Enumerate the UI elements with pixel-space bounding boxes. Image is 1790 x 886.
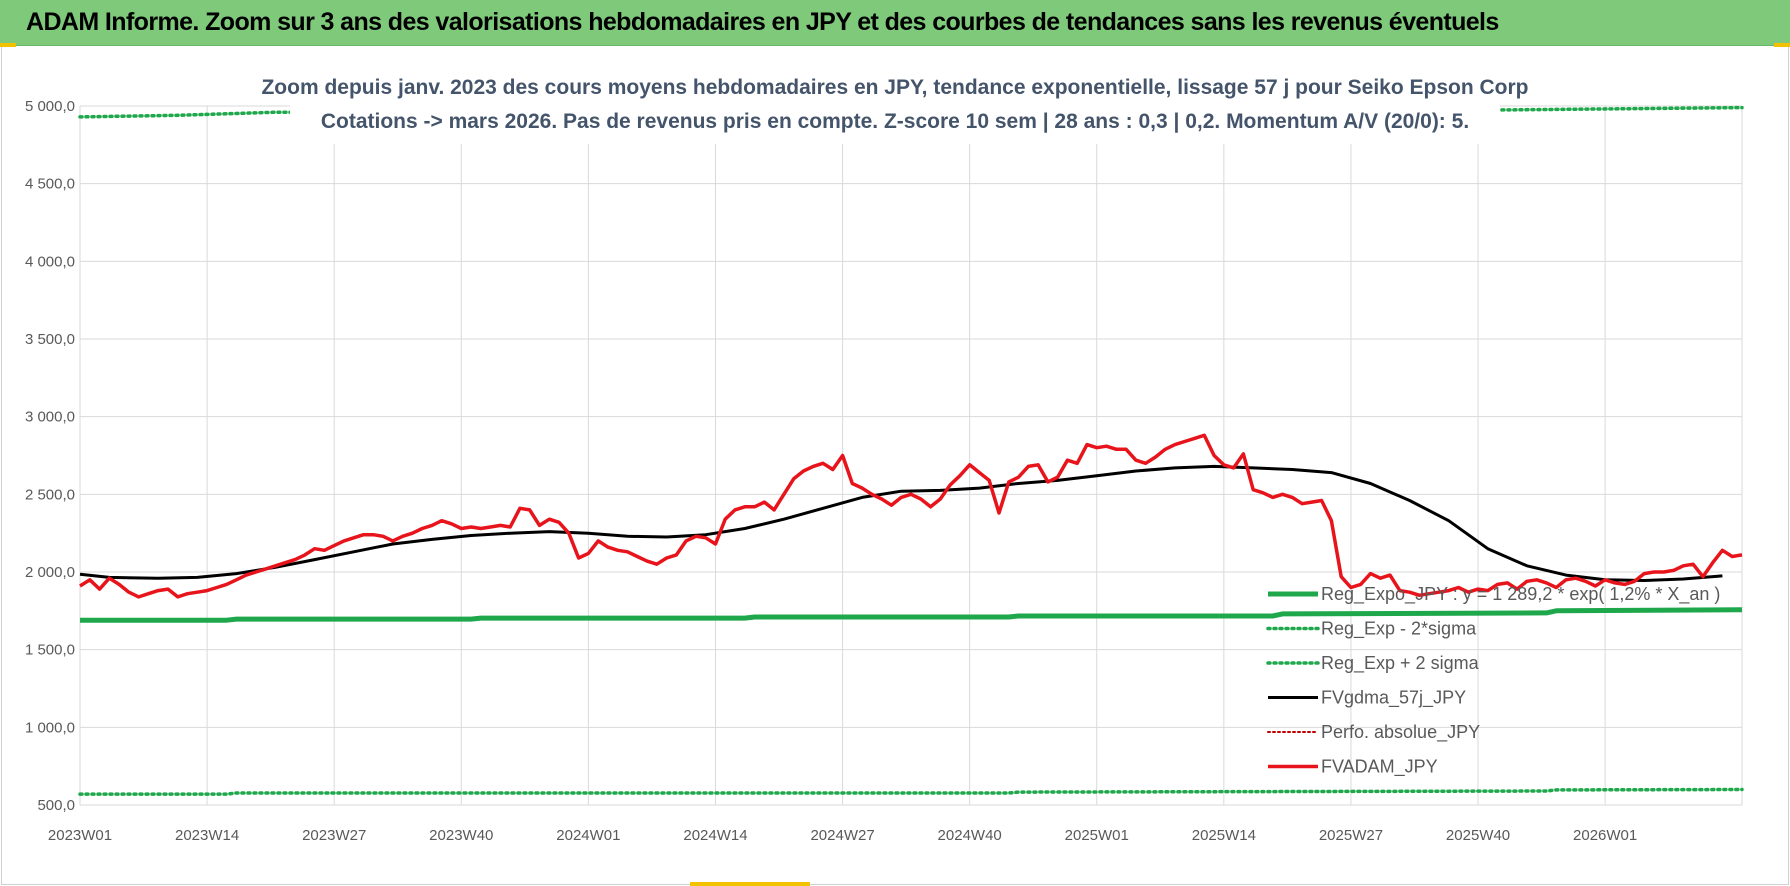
y-axis-ticks: 500,0 1 000,0 1 500,0 2 000,0 2 500,0 3 000,0… xyxy=(25,98,75,814)
y-tick-label: 4 000,0 xyxy=(25,253,75,270)
x-tick-label: 2024W01 xyxy=(556,827,620,844)
x-tick-label: 2023W40 xyxy=(429,827,493,844)
y-tick-label: 3 500,0 xyxy=(25,331,75,348)
x-tick-label: 2023W27 xyxy=(302,827,366,844)
legend-label-perfo: Perfo. absolue_JPY xyxy=(1321,722,1480,743)
x-tick-label: 2025W01 xyxy=(1065,827,1129,844)
series-layer xyxy=(78,105,1744,796)
grid xyxy=(79,105,1743,806)
y-tick-label: 2 500,0 xyxy=(25,486,75,503)
series-line-reg_expo xyxy=(80,607,1743,623)
y-tick-label: 2 000,0 xyxy=(25,564,75,581)
x-tick-label: 2024W40 xyxy=(938,827,1002,844)
chart-subtitle: Zoom depuis janv. 2023 des cours moyens … xyxy=(261,66,1529,144)
y-tick-label: 3 000,0 xyxy=(25,409,75,426)
legend-label-reg_plus: Reg_Exp + 2 sigma xyxy=(1321,653,1480,674)
y-tick-label: 1 000,0 xyxy=(25,719,75,736)
subtitle-background xyxy=(290,66,1500,144)
x-tick-label: 2024W27 xyxy=(810,827,874,844)
x-tick-label: 2025W40 xyxy=(1446,827,1510,844)
subtitle-line-2: Cotations -> mars 2026. Pas de revenus p… xyxy=(321,110,1469,133)
series-line-fvadam xyxy=(79,433,1743,599)
x-tick-label: 2023W14 xyxy=(175,827,239,844)
chart-area-border xyxy=(1,46,1789,885)
x-tick-label: 2025W14 xyxy=(1192,827,1256,844)
x-tick-label: 2025W27 xyxy=(1319,827,1383,844)
series-line-reg_minus xyxy=(78,787,1744,796)
legend-label-fvgdma: FVgdma_57j_JPY xyxy=(1321,688,1466,709)
series-line-fvgdma xyxy=(79,464,1723,582)
x-tick-label: 2024W14 xyxy=(683,827,747,844)
legend-label-reg_expo: Reg_Expo_JPY : y = 1 289,2 * exp( 1,2% *… xyxy=(1321,584,1720,605)
y-tick-label: 500,0 xyxy=(37,797,75,814)
legend-label-reg_minus: Reg_Exp - 2*sigma xyxy=(1321,619,1477,640)
x-axis-ticks: 2023W01 2023W14 2023W27 2023W40 2024W01 2024W… xyxy=(48,827,1637,844)
y-tick-label: 4 500,0 xyxy=(25,176,75,193)
x-tick-label: 2026W01 xyxy=(1573,827,1637,844)
corner-mark-bottom xyxy=(690,882,810,886)
y-tick-label: 5 000,0 xyxy=(25,98,75,115)
corner-mark-right xyxy=(1774,43,1790,47)
subtitle-line-1: Zoom depuis janv. 2023 des cours moyens … xyxy=(261,76,1528,99)
legend-label-fvadam: FVADAM_JPY xyxy=(1321,757,1438,778)
legend: Reg_Expo_JPY : y = 1 289,2 * exp( 1,2% *… xyxy=(1266,584,1720,778)
y-tick-label: 1 500,0 xyxy=(25,642,75,659)
x-tick-label: 2023W01 xyxy=(48,827,112,844)
title-bar: ADAM Informe. Zoom sur 3 ans des valoris… xyxy=(0,0,1790,46)
corner-mark-left xyxy=(0,43,16,47)
page-title: ADAM Informe. Zoom sur 3 ans des valoris… xyxy=(26,8,1499,36)
